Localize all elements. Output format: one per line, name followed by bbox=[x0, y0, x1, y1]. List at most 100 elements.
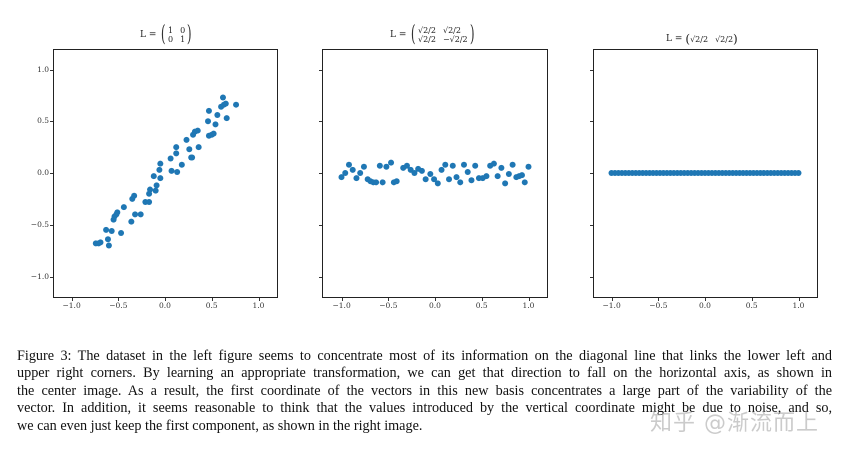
data-point bbox=[104, 236, 111, 243]
data-point bbox=[156, 166, 163, 173]
x-tick-label: −1.0 bbox=[602, 301, 621, 310]
data-point bbox=[157, 175, 164, 182]
y-tick-label: 1.0 bbox=[37, 64, 49, 74]
y-tick-mark bbox=[50, 276, 53, 278]
x-tick-label: 1.0 bbox=[792, 301, 805, 310]
x-tick-label: −1.0 bbox=[332, 301, 351, 310]
data-point bbox=[212, 121, 219, 128]
y-tick-mark bbox=[319, 121, 322, 123]
data-point bbox=[173, 150, 180, 157]
y-tick-label: −0.5 bbox=[30, 219, 49, 229]
x-tick-mark bbox=[435, 298, 436, 301]
data-point bbox=[137, 211, 144, 218]
left-plot-matrix: ( 1 0 0 1 ) bbox=[159, 24, 193, 46]
x-tick-label: 1.0 bbox=[252, 301, 265, 310]
left-plot-title-prefix: L = bbox=[140, 30, 157, 40]
left-plot-axes bbox=[53, 49, 278, 298]
x-tick-label: −1.0 bbox=[62, 301, 81, 310]
caption-line-1: Figure 3: The dataset in the left figure… bbox=[17, 348, 832, 364]
caption-line-2: upper right corners. By learning an appr… bbox=[17, 365, 832, 382]
data-point bbox=[103, 226, 110, 233]
x-tick-mark bbox=[658, 298, 660, 301]
data-point bbox=[147, 186, 154, 193]
data-point bbox=[219, 94, 226, 101]
data-point bbox=[114, 209, 121, 216]
data-point bbox=[233, 101, 240, 108]
data-point bbox=[214, 112, 221, 119]
y-tick-mark bbox=[50, 224, 53, 226]
figure-caption: Figure 3: The dataset in the left figure… bbox=[17, 348, 832, 435]
data-point bbox=[152, 187, 159, 194]
y-tick-label: 0.0 bbox=[37, 168, 49, 177]
y-tick-mark bbox=[590, 276, 593, 278]
y-tick-mark bbox=[319, 69, 322, 71]
data-point bbox=[223, 115, 230, 122]
data-point bbox=[174, 168, 181, 175]
data-point bbox=[183, 136, 190, 143]
x-tick-label: 1.0 bbox=[522, 301, 535, 310]
left-plot-title: L = ( 1 0 0 1 ) bbox=[140, 24, 194, 46]
x-tick-mark bbox=[705, 298, 706, 301]
matrix-cell: 1 bbox=[167, 26, 174, 35]
data-point bbox=[194, 127, 201, 134]
x-tick-label: 0.0 bbox=[699, 301, 711, 310]
y-tick-mark bbox=[590, 224, 593, 226]
watermark: 知乎 @渐流而上 bbox=[650, 411, 819, 436]
x-tick-label: −0.5 bbox=[109, 301, 128, 310]
data-point bbox=[146, 198, 153, 205]
left-paren: ( bbox=[161, 22, 167, 47]
x-tick-mark bbox=[481, 298, 483, 301]
y-tick-mark bbox=[50, 173, 53, 174]
x-tick-label: 0.5 bbox=[205, 301, 218, 310]
data-point bbox=[153, 182, 160, 189]
y-tick-mark bbox=[319, 173, 322, 174]
data-point bbox=[195, 144, 202, 151]
x-tick-mark bbox=[528, 298, 530, 301]
y-tick-mark bbox=[590, 173, 593, 174]
data-point bbox=[186, 146, 193, 153]
x-tick-mark bbox=[165, 298, 166, 301]
x-tick-mark bbox=[611, 298, 613, 301]
x-tick-label: 0.5 bbox=[475, 301, 488, 310]
data-point bbox=[178, 161, 185, 168]
x-tick-label: 0.0 bbox=[429, 301, 441, 310]
y-tick-mark bbox=[590, 69, 593, 71]
data-point bbox=[128, 218, 135, 225]
x-tick-mark bbox=[341, 298, 343, 301]
data-point bbox=[97, 239, 104, 246]
y-tick-label: −1.0 bbox=[30, 271, 49, 281]
data-point bbox=[210, 130, 217, 137]
matrix-cell: 1 bbox=[180, 35, 186, 44]
data-point bbox=[131, 192, 138, 199]
y-tick-mark bbox=[50, 69, 53, 71]
data-point bbox=[222, 100, 229, 107]
x-tick-mark bbox=[388, 298, 390, 301]
x-tick-mark bbox=[258, 298, 260, 301]
x-tick-mark bbox=[118, 298, 120, 301]
left-plot-scatter bbox=[92, 94, 240, 249]
matrix-grid: 1 0 0 1 bbox=[168, 26, 185, 44]
x-tick-label: −0.5 bbox=[649, 301, 668, 310]
data-point bbox=[157, 160, 164, 167]
data-point bbox=[168, 167, 175, 174]
x-tick-label: −0.5 bbox=[379, 301, 398, 310]
data-point bbox=[189, 154, 196, 161]
data-point bbox=[150, 173, 157, 180]
x-tick-mark bbox=[751, 298, 753, 301]
y-tick-mark bbox=[50, 121, 53, 123]
x-tick-mark bbox=[71, 298, 73, 301]
x-tick-label: 0.5 bbox=[745, 301, 758, 310]
y-tick-mark bbox=[319, 224, 322, 226]
data-point bbox=[105, 242, 112, 249]
x-tick-label: 0.0 bbox=[159, 301, 171, 310]
caption-line-5: we can even just keep the first componen… bbox=[17, 417, 423, 434]
left-plot-panel: L = ( 1 0 0 1 ) bbox=[0, 0, 290, 320]
y-tick-mark bbox=[319, 276, 322, 278]
data-point bbox=[173, 144, 180, 151]
y-tick-mark bbox=[590, 121, 593, 123]
data-point bbox=[108, 227, 115, 234]
right-paren: ) bbox=[187, 22, 192, 47]
x-tick-mark bbox=[211, 298, 213, 301]
y-tick-label: 0.5 bbox=[37, 116, 49, 126]
data-point bbox=[132, 211, 139, 218]
